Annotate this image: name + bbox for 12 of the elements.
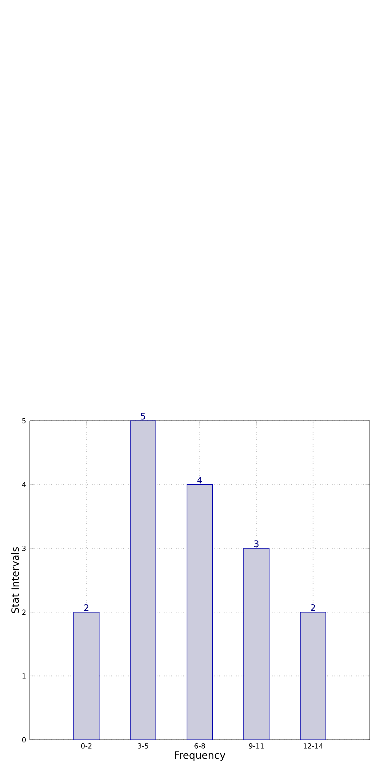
data-label: 4 (198, 477, 202, 484)
bar (186, 484, 214, 740)
x-axis-title: Frequency (175, 752, 226, 762)
bar (300, 612, 326, 740)
bar (130, 420, 156, 740)
bar (74, 612, 100, 740)
data-label: 3 (254, 540, 259, 548)
data-label: 2 (311, 604, 316, 612)
data-label: 2 (84, 604, 89, 612)
bar (244, 548, 270, 740)
y-axis-title: Stat Intervals (11, 547, 20, 614)
data-label: 5 (141, 413, 146, 420)
